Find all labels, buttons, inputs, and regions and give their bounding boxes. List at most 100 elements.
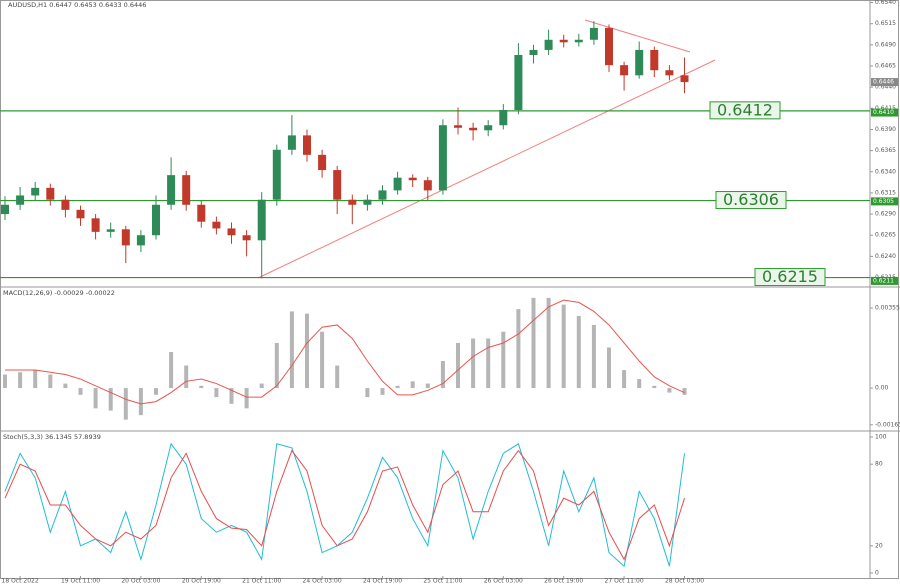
candle-body bbox=[152, 204, 160, 236]
level-label-box bbox=[709, 101, 781, 120]
macd-bar bbox=[471, 338, 476, 389]
candle-body bbox=[423, 180, 432, 191]
price-label: 0.6410 bbox=[873, 109, 894, 116]
candle-body bbox=[136, 235, 145, 246]
price-label-box bbox=[871, 78, 898, 87]
candle-body bbox=[106, 229, 115, 232]
d-line bbox=[4, 449, 685, 561]
macd-bar bbox=[456, 342, 460, 389]
level-label-box bbox=[715, 191, 787, 210]
candle-body bbox=[438, 125, 447, 191]
price-label: 0.6446 bbox=[873, 79, 894, 86]
candle-body bbox=[272, 149, 281, 200]
macd-bar bbox=[501, 331, 506, 389]
macd-bar bbox=[425, 383, 430, 389]
price-label-box bbox=[871, 108, 898, 117]
x-tick-label: 27 Oct 11:00 bbox=[605, 578, 644, 585]
macd-bar bbox=[199, 385, 204, 389]
price-label: 0.6211 bbox=[873, 277, 894, 284]
macd-bar bbox=[591, 324, 596, 389]
macd-bar bbox=[440, 361, 445, 389]
macd-title: MACD(12,26,9) -0.00029 -0.00022 bbox=[3, 289, 115, 297]
y-tick-label: 0.6265 bbox=[875, 232, 896, 239]
x-tick-label: 24 Oct 03:00 bbox=[303, 578, 342, 585]
y-tick-label: 0.6240 bbox=[875, 253, 896, 260]
macd-bar bbox=[561, 304, 566, 389]
candle-body bbox=[16, 195, 25, 205]
candle-body bbox=[363, 199, 372, 205]
candle-body bbox=[378, 190, 387, 200]
level-label-box bbox=[754, 268, 826, 287]
y-tick-label: 0.6540 bbox=[875, 0, 896, 6]
signal-line bbox=[5, 299, 685, 405]
macd-bar bbox=[3, 374, 7, 389]
price-label-box bbox=[871, 276, 898, 285]
candle-body bbox=[408, 177, 417, 181]
y-tick-label: 100 bbox=[875, 434, 887, 441]
level-label: 0.6215 bbox=[762, 267, 818, 286]
x-tick-label: 28 Oct 03:00 bbox=[665, 578, 704, 585]
macd-bar bbox=[244, 388, 249, 409]
macd-bar bbox=[607, 347, 611, 389]
macd-bar bbox=[259, 383, 264, 389]
candle-body bbox=[303, 135, 311, 155]
x-tick-label: 26 Oct 03:00 bbox=[484, 578, 523, 585]
candle-body bbox=[1, 204, 9, 215]
candle-body bbox=[121, 229, 130, 246]
y-tick-label: 0.6465 bbox=[875, 63, 896, 70]
candle-body bbox=[242, 235, 251, 241]
x-tick-label: 26 Oct 19:00 bbox=[544, 578, 583, 585]
macd-bar bbox=[380, 388, 385, 395]
y-tick-label: 0.6315 bbox=[875, 189, 896, 196]
candle-body bbox=[589, 27, 598, 40]
y-tick-label: 0.6415 bbox=[875, 105, 896, 112]
k-line bbox=[4, 442, 685, 568]
y-tick-label: 0.6365 bbox=[875, 147, 896, 154]
y-tick-label: 0.00 bbox=[875, 385, 889, 392]
x-tick-label: 19 Oct 11:00 bbox=[61, 578, 100, 585]
candle-body bbox=[393, 177, 402, 191]
y-tick-label: 0.6340 bbox=[875, 168, 896, 175]
macd-bar bbox=[229, 388, 234, 404]
macd-bar bbox=[667, 388, 672, 393]
macd-bar bbox=[274, 342, 279, 389]
macd-bar bbox=[652, 385, 657, 389]
candle-body bbox=[31, 187, 40, 196]
candle-body bbox=[574, 39, 583, 43]
candle-body bbox=[182, 175, 191, 205]
candle-body bbox=[287, 135, 296, 150]
candle-body bbox=[197, 204, 206, 222]
macd-bar bbox=[335, 365, 340, 389]
candle-body bbox=[61, 199, 70, 210]
level-label: 0.6412 bbox=[717, 100, 773, 119]
y-tick-label: 80 bbox=[875, 461, 883, 468]
candle-body bbox=[46, 187, 55, 200]
macd-bar bbox=[365, 388, 370, 398]
candle-body bbox=[318, 154, 327, 171]
x-tick-label: 20 Oct 03:00 bbox=[121, 578, 160, 585]
candle-body bbox=[469, 127, 478, 131]
x-tick-label: 18 Oct 2022 bbox=[2, 578, 39, 585]
candle-body bbox=[529, 49, 538, 55]
candle-body bbox=[227, 228, 236, 236]
macd-bar bbox=[154, 388, 158, 395]
candle-body bbox=[514, 55, 523, 110]
y-tick-label: 0.6515 bbox=[875, 20, 896, 27]
chart-title: AUDUSD,H1 0.6447 0.6453 0.6433 0.6446 bbox=[8, 1, 146, 9]
macd-bar bbox=[33, 370, 38, 389]
x-tick-label: 21 Oct 11:00 bbox=[242, 578, 281, 585]
macd-bar bbox=[289, 311, 294, 389]
price-label: 0.6305 bbox=[873, 198, 894, 205]
candle-body bbox=[167, 175, 176, 205]
candle-body bbox=[665, 70, 674, 76]
macd-bar bbox=[63, 383, 68, 389]
y-tick-label: 0 bbox=[875, 570, 879, 577]
y-tick-label: 0.6290 bbox=[875, 211, 896, 218]
macd-bar bbox=[214, 388, 219, 398]
candle-body bbox=[91, 218, 100, 232]
candle-body bbox=[348, 199, 357, 205]
macd-bar bbox=[108, 388, 113, 411]
candle-body bbox=[484, 125, 493, 131]
y-tick-label: 0.6390 bbox=[875, 126, 896, 133]
x-tick-label: 24 Oct 19:00 bbox=[363, 578, 402, 585]
